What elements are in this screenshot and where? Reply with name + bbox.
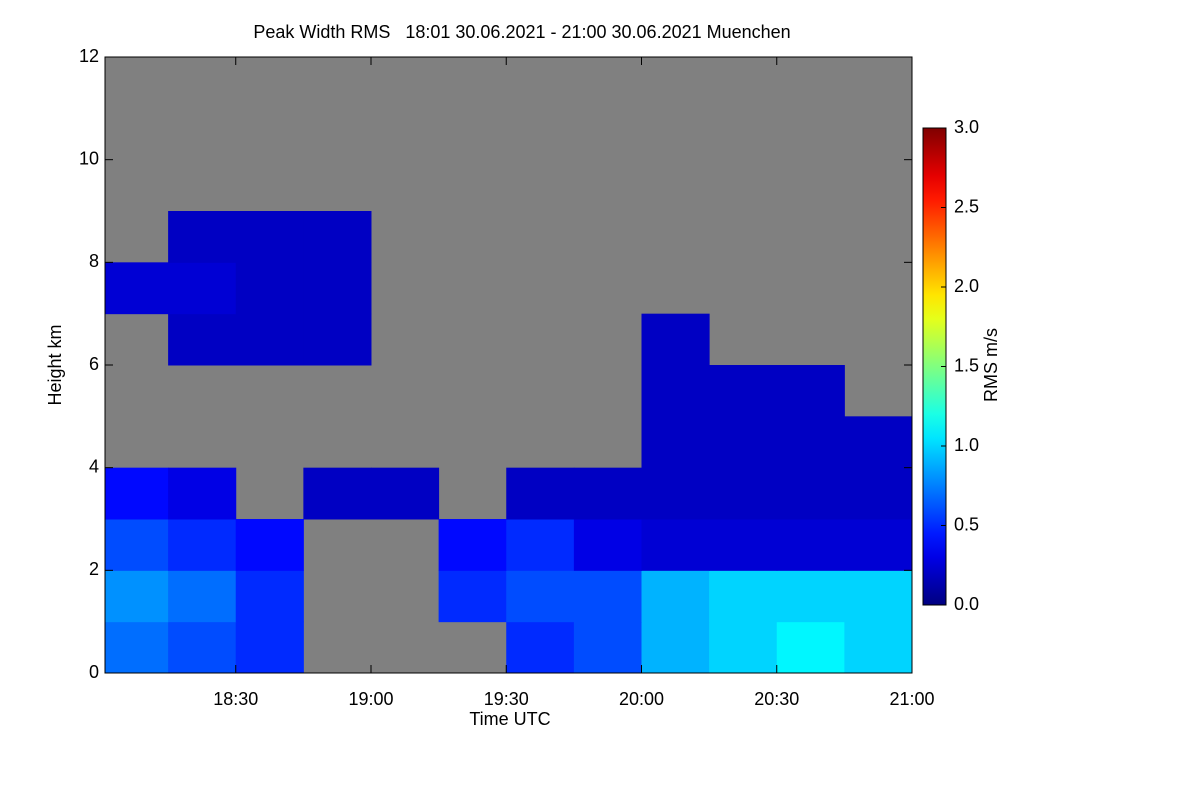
y-axis-label: Height km xyxy=(45,324,65,405)
heatmap-cell xyxy=(776,621,845,673)
colorbar-tick-label: 3.0 xyxy=(954,117,979,137)
heatmap-cell xyxy=(303,211,372,263)
heatmap-cell xyxy=(709,570,778,623)
heatmap-cell xyxy=(235,313,304,366)
heatmap-cell xyxy=(235,211,304,263)
heatmap-cell xyxy=(235,621,304,673)
y-tick-label: 8 xyxy=(89,251,99,271)
heatmap-cell xyxy=(168,313,237,366)
heatmap-cell xyxy=(641,365,710,417)
heatmap-cell xyxy=(641,621,710,673)
heatmap-cell xyxy=(303,262,372,315)
heatmap-cell xyxy=(776,467,845,520)
heatmap-cell xyxy=(303,467,372,520)
heatmap-cell xyxy=(573,519,642,571)
heatmap-cell xyxy=(105,621,169,673)
heatmap-cell xyxy=(776,416,845,469)
heatmap-cell xyxy=(844,519,912,571)
heatmap-cell xyxy=(168,262,237,315)
heatmap-cell xyxy=(105,519,169,571)
heatmap-cell xyxy=(438,519,507,571)
heatmap-cell xyxy=(506,519,575,571)
colorbar-tick-label: 0.5 xyxy=(954,514,979,534)
heatmap-cell xyxy=(168,467,237,520)
heatmap-cell xyxy=(641,467,710,520)
heatmap-cell xyxy=(844,467,912,520)
heatmap-cell xyxy=(573,570,642,623)
heatmap-cell xyxy=(573,621,642,673)
heatmap-cell xyxy=(641,313,710,366)
heatmap-cell xyxy=(438,570,507,623)
heatmap-cell xyxy=(709,365,778,417)
heatmap-cell xyxy=(168,211,237,263)
axes: 18:30 19:00 19:30 20:00 20:30 21:00 0 2 4 6 8 10 12 0… xyxy=(79,46,979,709)
heatmap-cell xyxy=(370,467,440,520)
heatmap-cell xyxy=(105,262,169,315)
colorbar-label: RMS m/s xyxy=(981,328,1001,402)
heatmap-cell xyxy=(168,519,237,571)
colorbar-tick-label: 1.0 xyxy=(954,435,979,455)
heatmap-cell xyxy=(709,467,778,520)
heatmap-cell xyxy=(641,519,710,571)
x-tick-label: 19:00 xyxy=(348,689,393,709)
heatmap-cell xyxy=(641,416,710,469)
colorbar-tick-label: 1.5 xyxy=(954,355,979,375)
x-tick-label: 19:30 xyxy=(484,689,529,709)
colorbar-tick-label: 0.0 xyxy=(954,594,979,614)
y-tick-label: 0 xyxy=(89,662,99,682)
heatmap-cell xyxy=(776,519,845,571)
heatmap-cell xyxy=(235,519,304,571)
heatmap-cell xyxy=(303,313,372,366)
heatmap-cell xyxy=(844,416,912,469)
chart-title: Peak Width RMS 18:01 30.06.2021 - 21:00 … xyxy=(253,22,790,42)
x-axis-label: Time UTC xyxy=(469,709,550,729)
heatmap-cell xyxy=(709,519,778,571)
heatmap-cell xyxy=(844,570,912,623)
heatmap-cell xyxy=(776,365,845,417)
heatmap-cell xyxy=(506,467,575,520)
heatmap-cell xyxy=(506,621,575,673)
heatmap-cell xyxy=(709,621,778,673)
colorbar-tick-label: 2.0 xyxy=(954,276,979,296)
heatmap-cell xyxy=(506,570,575,623)
x-tick-label: 20:30 xyxy=(754,689,799,709)
heatmap-cell xyxy=(105,570,169,623)
heatmap-cell xyxy=(235,570,304,623)
heatmap-cell xyxy=(844,621,912,673)
y-tick-label: 6 xyxy=(89,354,99,374)
x-tick-label: 18:30 xyxy=(213,689,258,709)
y-tick-label: 12 xyxy=(79,46,99,66)
heatmap-cell xyxy=(641,570,710,623)
heatmap-cell xyxy=(235,262,304,315)
heatmap xyxy=(105,57,912,673)
colorbar-tick-label: 2.5 xyxy=(954,196,979,216)
heatmap-cell xyxy=(168,570,237,623)
heatmap-cell xyxy=(105,467,169,520)
y-tick-label: 4 xyxy=(89,456,99,476)
x-tick-label: 21:00 xyxy=(889,689,934,709)
heatmap-cell xyxy=(709,416,778,469)
y-tick-label: 10 xyxy=(79,148,99,168)
x-tick-label: 20:00 xyxy=(619,689,664,709)
heatmap-cell xyxy=(168,621,237,673)
y-tick-label: 2 xyxy=(89,559,99,579)
heatmap-cell xyxy=(573,467,642,520)
heatmap-cell xyxy=(776,570,845,623)
